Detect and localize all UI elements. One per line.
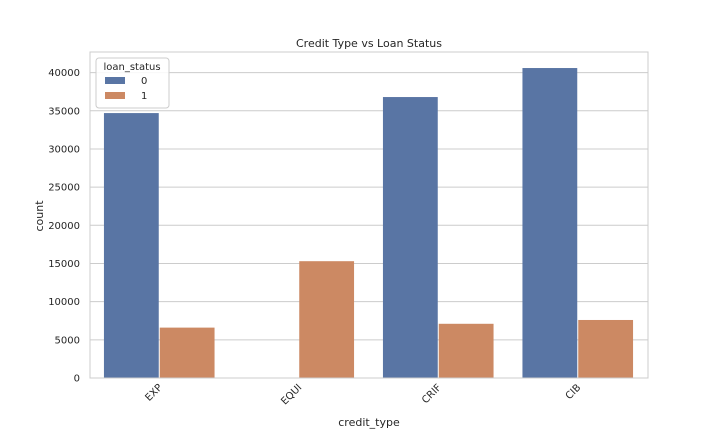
legend-label-1: 1 — [141, 91, 147, 102]
bar-exp-series-0 — [103, 113, 159, 379]
bar-exp-series-1 — [159, 327, 215, 378]
y-tick-label: 20000 — [48, 221, 80, 232]
y-tick-label: 40000 — [48, 68, 80, 79]
y-axis-label: count — [33, 200, 46, 232]
x-tick-labels: EXP EQUI CRIF CIB — [144, 382, 584, 407]
y-tick-label: 25000 — [48, 183, 80, 194]
y-tick-labels: 0 5000 10000 15000 20000 25000 30000 35000 40000 — [48, 68, 80, 384]
y-tick-label: 30000 — [48, 144, 80, 155]
y-tick-label: 15000 — [48, 259, 80, 270]
x-tick-label: EXP — [144, 382, 165, 403]
legend-label-0: 0 — [141, 76, 147, 87]
legend-swatch-1 — [105, 92, 125, 99]
x-tick-label: EQUI — [279, 382, 304, 407]
chart-title: Credit Type vs Loan Status — [296, 37, 442, 50]
y-tick-label: 10000 — [48, 297, 80, 308]
bar-cib-series-1 — [578, 319, 634, 378]
y-tick-label: 0 — [74, 374, 80, 385]
bar-cib-series-0 — [522, 68, 578, 379]
x-axis-label: credit_type — [338, 416, 400, 429]
bars — [103, 68, 634, 379]
x-tick-label: CRIF — [420, 382, 444, 406]
legend-swatch-0 — [105, 77, 125, 84]
plot-frame — [89, 51, 649, 379]
y-tick-label: 5000 — [55, 335, 80, 346]
bar-crif-series-1 — [438, 323, 494, 378]
x-tick-label: CIB — [564, 382, 584, 402]
bar-equi-series-1 — [299, 261, 355, 378]
bar-crif-series-0 — [382, 97, 438, 378]
y-tick-label: 35000 — [48, 106, 80, 117]
legend-title: loan_status — [103, 62, 160, 73]
legend: loan_status 0 1 — [95, 57, 170, 109]
